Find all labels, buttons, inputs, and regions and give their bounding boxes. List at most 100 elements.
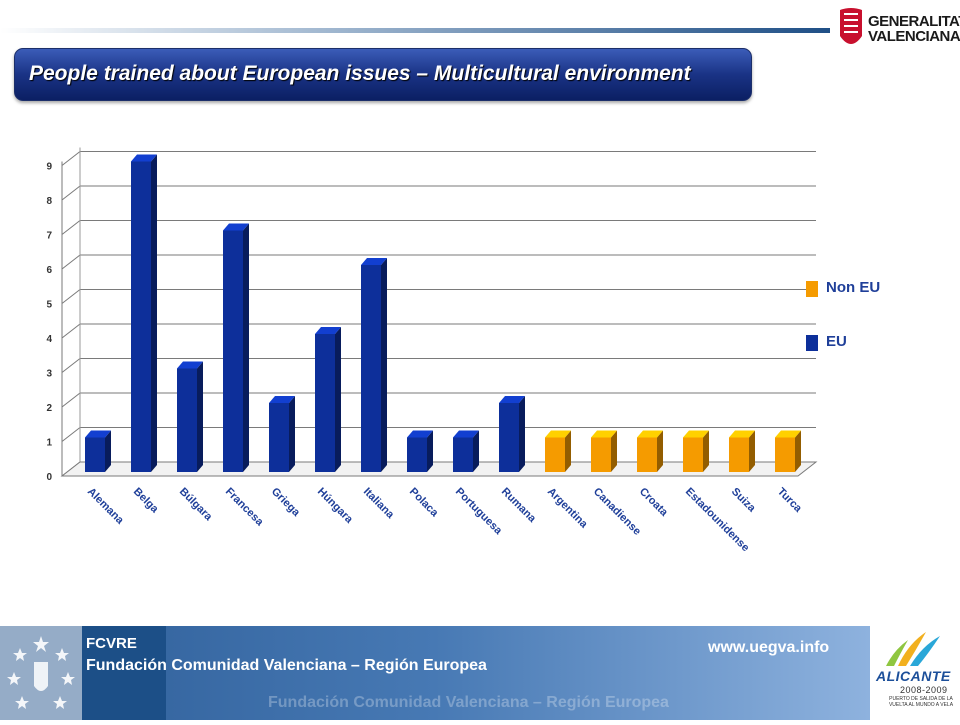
y-tick-label: 0 [46,472,52,483]
bar-top [683,430,709,438]
gridline-depth [61,392,81,408]
footer-ghost-text: Fundación Comunidad Valenciana – Región … [268,694,669,711]
bar-top [407,430,433,438]
x-tick-label: Griega [269,486,303,520]
generalitat-logo: GENERALITAT VALENCIANA [832,6,960,54]
header-rule [0,28,830,33]
x-tick-label: Turca [775,486,805,516]
bar-side [197,361,203,472]
alicante-years: 2008-2009 [900,685,948,695]
y-tick-label: 3 [46,369,52,380]
x-tick-label: Canadiense [591,486,643,538]
bar-side [151,154,157,472]
bar-top [453,430,479,438]
bar [729,437,749,472]
generalitat-emblem-icon [840,8,862,44]
bar [545,437,565,472]
bar [407,437,427,472]
eu-stars-icon [7,636,75,709]
x-tick-label: Francesa [223,486,266,529]
footer-website-link[interactable]: www.uegva.info [708,639,830,656]
bar-side [105,430,111,472]
bar-side [473,430,479,472]
legend-label-eu: EU [826,333,847,350]
bar-top [315,327,341,334]
bar-top [637,430,663,438]
gridline-depth [61,323,81,339]
bar [315,334,335,472]
page-title: People trained about European issues – M… [29,62,691,85]
bar-top [177,361,203,369]
bar [683,437,703,472]
bar-top [85,430,111,438]
bar-top [223,223,249,231]
y-tick-label: 8 [46,196,52,207]
x-tick-label: Argentina [545,486,590,531]
footer: FCVRE Fundación Comunidad Valenciana – R… [0,626,960,720]
alicante-volvo-logo: ALICANTE 2008-2009 PUERTO DE SALIDA DE L… [870,626,960,720]
bar-top [131,154,157,162]
footer-org-name: Fundación Comunidad Valenciana – Región … [86,657,487,674]
gridline-depth [61,358,81,373]
bar [131,161,151,472]
generalitat-logo-text: GENERALITAT VALENCIANA [868,13,960,45]
y-tick-label: 1 [46,438,52,449]
x-tick-label: Alemana [85,486,127,528]
gridline-depth [61,427,81,442]
gridline-depth [61,289,81,304]
alicante-subtitle: PUERTO DE SALIDA DE LA VUELTA AL MUNDO A… [888,696,954,708]
bar-side [289,396,295,472]
bar-side [243,223,249,472]
footer-org-short: FCVRE [86,635,137,652]
x-tick-label: Italiana [361,486,397,522]
bar [177,368,197,472]
y-tick-label: 2 [46,403,52,414]
x-tick-label: Suiza [729,486,758,515]
bar-side [427,430,433,472]
gridline-depth [61,185,81,201]
y-tick-label: 9 [46,162,52,173]
bar [591,437,611,472]
bar [223,230,243,472]
eu-stars-logo [0,626,82,720]
bar [499,403,519,472]
legend-swatch-eu [806,335,818,351]
bar-top [269,396,295,403]
gridline-depth [61,254,81,270]
bar [269,403,289,472]
x-tick-label: Húngara [315,486,356,527]
bar [85,437,105,472]
bar-side [335,327,341,472]
bar-top [775,430,801,438]
bar [361,265,381,472]
footer-accent-block [82,626,166,720]
gridline-depth [61,151,81,166]
sail-icon [886,632,940,666]
bar [775,437,795,472]
x-tick-label: Búlgara [177,486,215,524]
bar-top [591,430,617,438]
bar-top [729,430,755,438]
bar-top [545,430,571,438]
title-bar: People trained about European issues – M… [14,48,752,101]
x-tick-label: Belga [131,486,161,516]
y-tick-label: 6 [46,265,52,276]
x-tick-label: Portuguesa [453,486,505,538]
alicante-wordmark: ALICANTE [876,668,951,684]
bar-side [565,430,571,472]
x-tick-label: Croata [637,486,671,520]
bar-side [657,430,663,472]
legend-label-non-eu: Non EU [826,279,881,296]
bar-side [703,430,709,472]
y-tick-label: 5 [46,300,52,311]
gridline-depth [61,220,81,235]
bar-side [795,430,801,472]
bar-side [519,396,525,472]
bar-side [611,430,617,472]
bar-chart: 0 1 2 3 4 5 6 7 8 9 Alemana Belga Búlgara Francesa Gri… [46,147,818,554]
y-tick-label: 7 [46,231,52,242]
chart-floor [60,461,818,477]
bar-side [381,258,387,472]
y-tick-label: 4 [46,334,52,345]
bar-top [499,396,525,403]
